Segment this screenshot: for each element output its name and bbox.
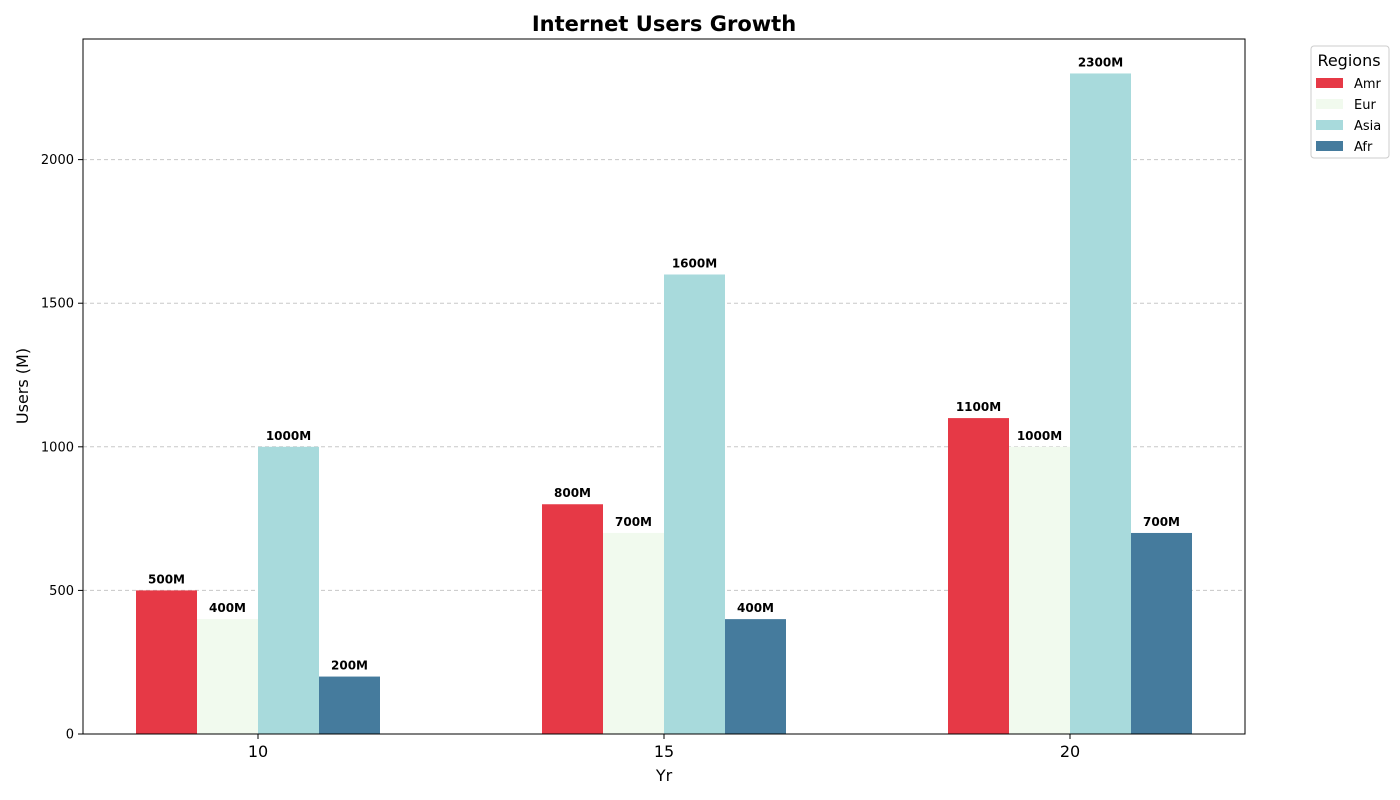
- legend-swatch-amr: [1316, 78, 1343, 88]
- x-axis-ticks: 10 15 20: [248, 734, 1080, 761]
- data-label: 2300M: [1078, 55, 1123, 69]
- y-tick-label: 500: [49, 584, 74, 599]
- bar-afr-15: [725, 619, 786, 734]
- chart-title: Internet Users Growth: [532, 12, 796, 36]
- bar-amr-10: [136, 590, 197, 734]
- y-axis-ticks: 0 500 1000 1500 2000: [41, 153, 83, 743]
- x-axis-label: Yr: [655, 766, 673, 785]
- legend-title: Regions: [1317, 51, 1380, 70]
- legend-swatch-eur: [1316, 99, 1343, 109]
- data-label: 400M: [209, 601, 246, 615]
- bar-asia-10: [258, 446, 319, 734]
- y-tick-label: 1500: [41, 297, 74, 312]
- bar-afr-10: [319, 676, 380, 734]
- bars: [136, 73, 1192, 734]
- legend-swatch-asia: [1316, 120, 1343, 130]
- legend-swatch-afr: [1316, 141, 1343, 151]
- y-tick-label: 0: [66, 728, 74, 743]
- data-labels: 500M 400M 1000M 200M 800M 700M 1600M 400M 1100M 1…: [148, 55, 1180, 672]
- bar-amr-15: [542, 504, 603, 734]
- data-label: 1600M: [672, 256, 717, 270]
- y-tick-label: 2000: [41, 153, 74, 168]
- y-axis-label: Users (M): [13, 348, 32, 424]
- legend-items: Amr Eur Asia Afr: [1316, 77, 1382, 155]
- legend-label-eur: Eur: [1354, 98, 1376, 113]
- legend-label-asia: Asia: [1354, 119, 1381, 134]
- data-label: 1000M: [1017, 429, 1062, 443]
- data-label: 500M: [148, 572, 185, 586]
- data-label: 1000M: [266, 429, 311, 443]
- bar-eur-10: [197, 619, 258, 734]
- y-tick-label: 1000: [41, 440, 74, 455]
- data-label: 200M: [331, 659, 368, 673]
- legend-label-afr: Afr: [1354, 140, 1373, 155]
- data-label: 1100M: [956, 400, 1001, 414]
- data-label: 700M: [615, 515, 652, 529]
- x-tick-label: 15: [654, 742, 674, 761]
- bar-afr-20: [1131, 532, 1192, 734]
- data-label: 800M: [554, 486, 591, 500]
- bar-amr-20: [948, 418, 1009, 734]
- bar-asia-20: [1070, 73, 1131, 734]
- x-tick-label: 20: [1060, 742, 1080, 761]
- data-label: 700M: [1143, 515, 1180, 529]
- legend: Regions Amr Eur Asia Afr: [1310, 45, 1390, 159]
- x-tick-label: 10: [248, 742, 268, 761]
- data-label: 400M: [737, 601, 774, 615]
- bar-asia-15: [664, 274, 725, 734]
- legend-label-amr: Amr: [1354, 77, 1382, 92]
- bar-eur-20: [1009, 446, 1070, 734]
- bar-eur-15: [603, 532, 664, 734]
